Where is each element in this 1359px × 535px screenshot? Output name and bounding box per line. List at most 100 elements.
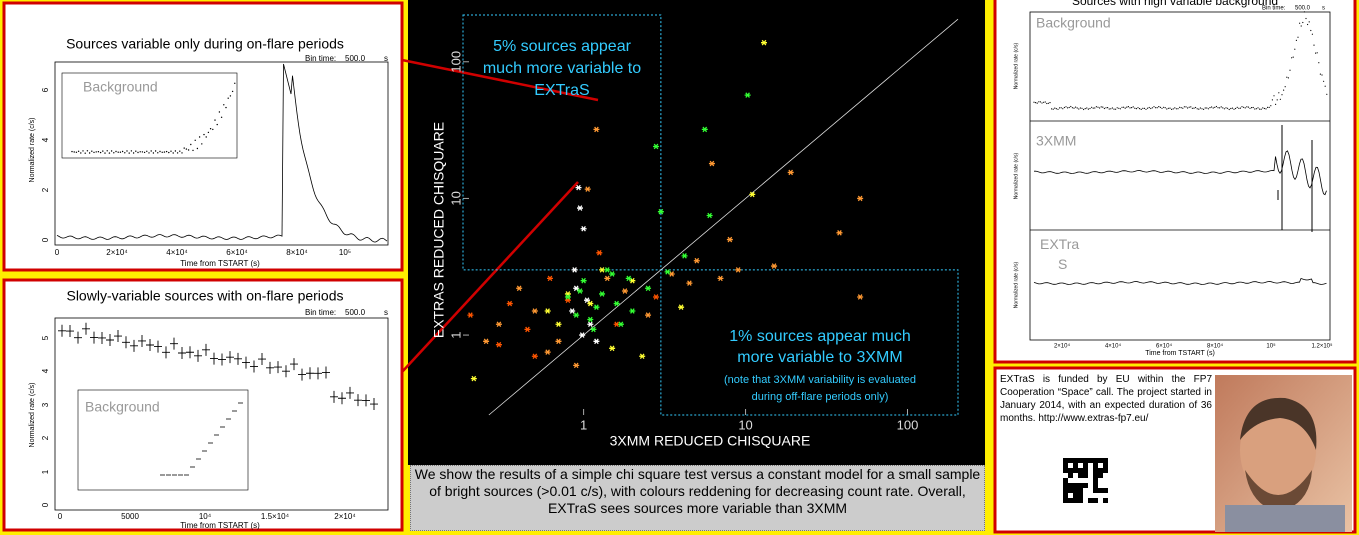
- light-curve-dot: [1283, 89, 1285, 91]
- x-tick-label: 10: [738, 417, 752, 432]
- inset-dot: [152, 152, 155, 154]
- light-curve-dot: [1289, 69, 1291, 71]
- light-curve-dot: [1188, 106, 1190, 108]
- point: [555, 338, 562, 345]
- light-curve-dot: [1299, 22, 1301, 24]
- point: [599, 291, 606, 297]
- label: 0: [58, 512, 63, 521]
- light-curve-dot: [1139, 108, 1141, 110]
- light-curve-dot: [1259, 108, 1261, 110]
- point: [657, 208, 664, 215]
- point: [544, 308, 551, 314]
- light-curve-dot: [1103, 107, 1105, 110]
- qr-cell: [1073, 458, 1078, 463]
- y-tick-label: 100: [448, 51, 463, 73]
- light-curve-point: [322, 366, 330, 379]
- inset-dot: [128, 152, 130, 154]
- qr-cell: [1068, 468, 1073, 473]
- y-tick-label: 10: [448, 191, 463, 205]
- light-curve-dot: [1161, 107, 1163, 109]
- light-curve-dot: [1281, 94, 1283, 96]
- light-curve-point: [178, 346, 186, 359]
- inset-dot: [179, 150, 181, 152]
- label: Normalized rate (c/s): [29, 118, 36, 183]
- light-curve-dot: [1212, 107, 1214, 109]
- point: [761, 39, 768, 46]
- label: Slowly-variable sources with on-flare pe…: [66, 288, 343, 304]
- label: 10⁴: [199, 512, 212, 521]
- qr-cell: [1088, 498, 1093, 503]
- light-curve-dot: [1172, 108, 1174, 110]
- inset-dot: [234, 82, 236, 85]
- label: Normalized rate (c/s): [29, 383, 36, 448]
- light-curve-dot: [1324, 85, 1326, 87]
- photo-face: [1240, 400, 1316, 500]
- qr-cell: [1063, 493, 1068, 498]
- inset-dot: [172, 152, 174, 154]
- label: 2: [41, 435, 50, 440]
- inset-dot: [115, 150, 117, 153]
- light-curve-dot: [1145, 108, 1147, 110]
- light-curve-dot: [1134, 107, 1136, 109]
- light-curve-dot: [1254, 108, 1256, 110]
- light-curve-dot: [1182, 107, 1184, 109]
- light-curve-dot: [1252, 106, 1254, 109]
- label: Sources variable only during on-flare pe…: [66, 36, 344, 52]
- point: [483, 338, 490, 345]
- light-curve-dot: [1065, 106, 1067, 108]
- light-curve-dot: [1089, 107, 1091, 110]
- point: [621, 288, 628, 294]
- annotation: 5% sources appear: [493, 38, 632, 55]
- label: 5000: [121, 512, 139, 521]
- qr-cell: [1063, 488, 1068, 493]
- light-curve-point: [290, 358, 298, 371]
- point: [575, 184, 582, 191]
- light-curve-dot: [1143, 107, 1145, 109]
- light-curve-dot: [1044, 101, 1046, 103]
- point: [609, 271, 616, 277]
- light-curve-dot: [1174, 107, 1176, 109]
- inset-dot: [190, 143, 192, 146]
- inset-dot: [205, 136, 207, 138]
- light-curve-dot: [1318, 62, 1320, 64]
- light-curve-dot: [1091, 106, 1093, 108]
- light-curve-dot: [1238, 107, 1240, 109]
- qr-cell: [1098, 488, 1103, 493]
- light-curve-dot: [1235, 107, 1237, 110]
- qr-cell: [1098, 468, 1103, 473]
- point: [569, 308, 576, 314]
- light-curve-dot: [1203, 108, 1205, 110]
- light-curve-dot: [1209, 107, 1211, 109]
- light-curve-point: [82, 322, 90, 335]
- point: [593, 126, 600, 133]
- light-curve-dot: [1241, 106, 1243, 108]
- light-curve-point: [338, 392, 346, 405]
- qr-cell: [1078, 473, 1083, 478]
- inset-dot: [163, 151, 166, 153]
- light-curve-dot: [1302, 21, 1304, 24]
- qr-cell: [1103, 463, 1108, 468]
- light-curve-dot: [1228, 108, 1230, 111]
- point: [599, 267, 606, 273]
- light-curve-dot: [1217, 107, 1219, 109]
- light-curve-point: [138, 334, 146, 347]
- point: [593, 338, 600, 345]
- inset-dot: [124, 152, 126, 154]
- point: [857, 294, 864, 300]
- inset-dot: [75, 151, 78, 153]
- point: [495, 341, 502, 348]
- qr-cell: [1078, 468, 1083, 473]
- inset-dot: [88, 152, 91, 154]
- light-curve-dot: [1126, 106, 1128, 108]
- light-curve-dot: [1099, 107, 1101, 109]
- light-curve-point: [170, 337, 178, 350]
- inset-dot: [80, 152, 82, 154]
- label: s: [384, 308, 388, 317]
- y-tick-label: 1: [448, 331, 463, 338]
- inset-dot: [181, 152, 183, 154]
- label: 10⁵: [339, 248, 351, 257]
- label: 2×10⁴: [1054, 343, 1071, 350]
- point: [613, 300, 620, 307]
- light-curve-dot: [1321, 74, 1323, 76]
